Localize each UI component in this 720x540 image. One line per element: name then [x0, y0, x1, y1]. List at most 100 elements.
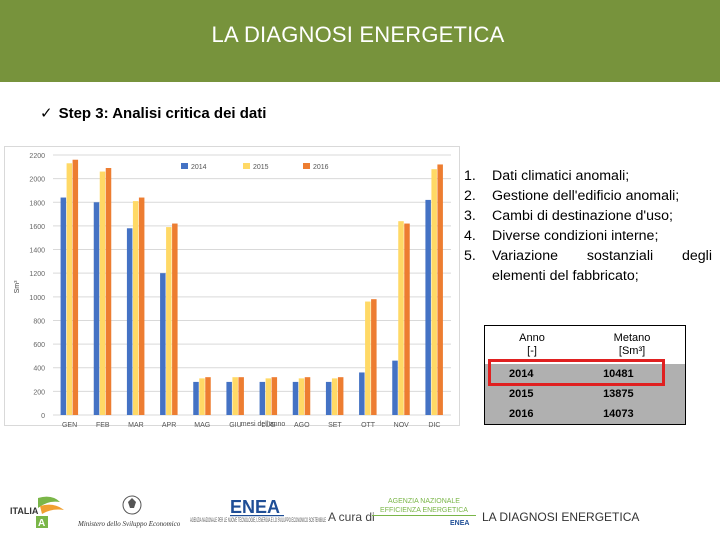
- svg-text:ITALIA: ITALIA: [10, 506, 39, 516]
- bar-2014-gen: [60, 197, 67, 415]
- consumption-chart: 0 200 400 600 800 1000 1200 1400 1600 1800 2000 220…: [4, 146, 460, 427]
- bar-2015-nov: [398, 221, 404, 415]
- page-title: LA DIAGNOSI ENERGETICA: [211, 22, 505, 47]
- y-axis-label: Sm³: [14, 280, 21, 294]
- checkmark-icon: ✓: [40, 105, 53, 122]
- y-tick-label: 1800: [29, 200, 45, 207]
- x-tick-label: NOV: [394, 422, 410, 427]
- x-tick-label: FEB: [96, 422, 110, 427]
- bar-2016-mag: [205, 377, 211, 415]
- list-item: 4. Diverse condizioni interne;: [464, 228, 659, 244]
- bar-2016-feb: [105, 168, 112, 415]
- svg-text:Ministero dello Sviluppo Econo: Ministero dello Sviluppo Economico: [77, 520, 181, 528]
- legend-swatch-2015: [243, 163, 250, 169]
- bar-2016-nov: [404, 223, 410, 415]
- bar-2016-dic: [437, 164, 443, 415]
- y-tick-label: 200: [33, 389, 45, 396]
- y-tick-label: 600: [33, 342, 45, 349]
- ministero-logo: Ministero dello Sviluppo Economico: [77, 495, 181, 528]
- y-tick-label: 2000: [29, 177, 45, 184]
- bar-2016-ago: [304, 377, 311, 415]
- x-axis-label: mesi dell'anno: [241, 421, 286, 427]
- y-tick-label: 800: [33, 318, 45, 325]
- bar-2015-ott: [365, 301, 371, 415]
- bar-2015-set: [331, 378, 338, 415]
- bar-2014-mag: [193, 381, 199, 415]
- list-item: 2. Gestione dell'edificio anomali;: [464, 188, 680, 204]
- x-tick-label: LUG: [261, 422, 275, 427]
- x-tick-label: DIC: [428, 422, 440, 427]
- chart-svg: 0 200 400 600 800 1000 1200 1400 1600 1800 2000 220…: [14, 153, 451, 427]
- y-tick-label: 1600: [29, 224, 45, 231]
- bar-2016-set: [337, 377, 344, 415]
- x-tick-label: APR: [162, 422, 176, 427]
- bar-2015-giu: [232, 377, 238, 415]
- bar-2015-mar: [132, 201, 139, 415]
- bar-2016-giu: [238, 377, 244, 415]
- metano-table: Anno [-] Metano [Sm³] 2014 10481 2015 13875 …: [484, 325, 686, 425]
- bar-2016-gen: [72, 159, 79, 415]
- table-row: 2016 14073: [509, 408, 634, 420]
- y-tick-label: 1000: [29, 295, 45, 302]
- bar-2016-lug: [271, 377, 278, 415]
- bar-2015-ago: [298, 378, 305, 415]
- bar-2014-ago: [292, 381, 299, 415]
- bar-2015-gen: [66, 163, 73, 415]
- bar-2014-nov: [392, 360, 398, 415]
- table-header-metano: Metano [Sm³]: [579, 326, 685, 364]
- italia-logo: ITALIA A: [10, 496, 64, 528]
- list-item: 3. Cambi di destinazione d'uso;: [464, 208, 673, 224]
- bar-2015-mag: [199, 378, 205, 415]
- x-tick-label: GEN: [62, 422, 77, 427]
- y-tick-label: 400: [33, 366, 45, 373]
- bar-2015-lug: [265, 378, 272, 415]
- table-row: 2015 13875: [509, 388, 634, 400]
- x-tick-label: MAR: [128, 422, 144, 427]
- table-header-anno: Anno [-]: [485, 326, 580, 364]
- x-tick-label: GIU: [229, 422, 241, 427]
- agenzia-logo: AGENZIA NAZIONALE EFFICIENZA ENERGETICA …: [372, 498, 476, 527]
- list-item: 5. Variazione sostanziali degli: [464, 248, 712, 264]
- svg-text:AGENZIA NAZIONALE: AGENZIA NAZIONALE: [388, 498, 460, 505]
- highlight-box: [488, 359, 665, 386]
- enea-logo: ENEA AGENZIA NAZIONALE PER LE NUOVE TECN…: [190, 497, 326, 524]
- x-tick-label: AGO: [294, 422, 310, 427]
- y-tick-label: 1200: [29, 271, 45, 278]
- list-item-continuation: elementi del fabbricato;: [492, 268, 639, 284]
- y-tick-label: 2200: [29, 153, 45, 160]
- legend-label-2015: 2015: [253, 164, 269, 171]
- legend-label-2014: 2014: [191, 164, 207, 171]
- svg-text:EFFICIENZA ENERGETICA: EFFICIENZA ENERGETICA: [380, 507, 468, 514]
- svg-text:AGENZIA NAZIONALE PER LE NUOVE: AGENZIA NAZIONALE PER LE NUOVE TECNOLOGI…: [190, 518, 326, 524]
- bar-2014-set: [325, 381, 332, 415]
- bar-2015-apr: [166, 227, 172, 415]
- bar-2016-apr: [172, 223, 178, 415]
- bar-2014-giu: [226, 381, 232, 415]
- bar-2014-ott: [359, 372, 365, 415]
- svg-text:A: A: [38, 518, 45, 528]
- x-tick-label: OTT: [361, 422, 376, 427]
- legend-label-2016: 2016: [313, 164, 329, 171]
- svg-text:ENEA: ENEA: [230, 497, 280, 517]
- bar-2014-lug: [259, 381, 266, 415]
- bar-2015-dic: [431, 169, 437, 415]
- bar-2016-mar: [138, 197, 145, 415]
- legend-swatch-2014: [181, 163, 188, 169]
- x-tick-label: MAG: [194, 422, 210, 427]
- svg-text:ENEA: ENEA: [450, 520, 469, 527]
- bar-2014-dic: [425, 199, 431, 415]
- y-tick-label: 1400: [29, 248, 45, 255]
- a-cura-di-label: A cura di: [328, 510, 375, 524]
- step-heading: ✓ Step 3: Analisi critica dei dati: [40, 104, 266, 122]
- x-tick-label: SET: [328, 422, 342, 427]
- bar-2014-mar: [126, 228, 133, 415]
- table-row: 2014 10481: [509, 368, 634, 380]
- y-tick-label: 0: [41, 413, 45, 420]
- bar-2016-ott: [371, 299, 377, 415]
- header-bar: LA DIAGNOSI ENERGETICA: [0, 0, 720, 82]
- step-label: Step 3: Analisi critica dei dati: [58, 105, 267, 122]
- bar-2014-feb: [93, 202, 100, 415]
- bar-2014-apr: [160, 273, 166, 415]
- anomaly-list: 1. Dati climatici anomali; 2. Gestione del…: [464, 166, 712, 286]
- bar-2015-feb: [99, 171, 106, 415]
